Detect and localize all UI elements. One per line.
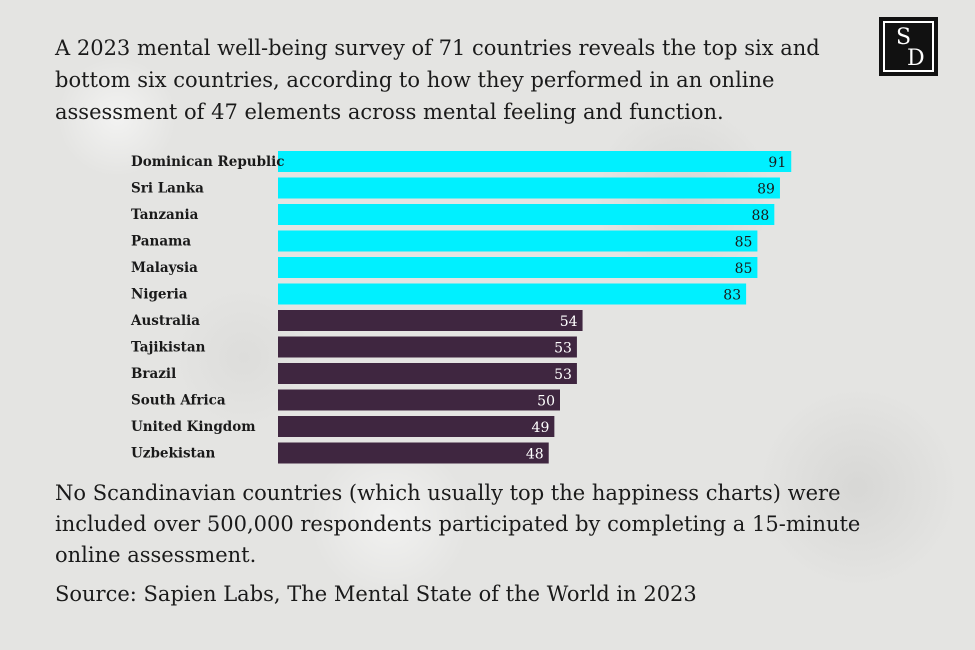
category-label: United Kingdom (131, 419, 256, 435)
value-label: 85 (735, 261, 753, 277)
value-label: 89 (757, 182, 775, 198)
category-label: Malaysia (131, 260, 198, 276)
bar-tajikistan (278, 336, 577, 358)
value-label: 50 (537, 394, 555, 410)
value-label: 49 (532, 420, 550, 436)
bar-dominican-republic (278, 151, 792, 172)
bar-tanzania (278, 204, 775, 225)
intro-text: A 2023 mental well-being survey of 71 co… (55, 36, 820, 124)
value-label: 88 (751, 208, 769, 224)
bar-south-africa (278, 389, 560, 411)
category-label: Panama (131, 234, 191, 250)
logo-letter-s: S (896, 25, 912, 50)
bar-brazil (278, 363, 577, 384)
value-label: 53 (554, 367, 572, 383)
bar-malaysia (278, 257, 758, 278)
bar-nigeria (278, 283, 747, 305)
category-label: Australia (130, 313, 200, 329)
category-label: South Africa (131, 393, 226, 409)
value-label: 85 (735, 235, 753, 251)
category-label: Tanzania (131, 207, 199, 223)
source-text: Source: Sapien Labs, The Mental State of… (55, 582, 697, 606)
note-text: No Scandinavian countries (which usually… (55, 481, 861, 567)
bar-chart: Dominican Republic 91 Sri Lanka 89 Tanzania 8… (130, 151, 792, 464)
bar-uzbekistan (278, 442, 549, 464)
category-label: Sri Lanka (131, 181, 204, 197)
value-label: 54 (560, 314, 578, 330)
value-label: 83 (723, 288, 741, 304)
logo-letter-d: D (907, 46, 925, 71)
category-label: Uzbekistan (131, 446, 216, 462)
category-label: Dominican Republic (131, 154, 285, 170)
value-label: 48 (526, 447, 544, 463)
category-label: Nigeria (131, 287, 188, 303)
bar-sri-lanka (278, 177, 780, 199)
bar-australia (278, 310, 583, 331)
bar-panama (278, 230, 758, 252)
category-label: Tajikistan (131, 340, 206, 356)
sd-logo: S D (879, 17, 938, 76)
category-label: Brazil (131, 366, 176, 382)
value-label: 91 (768, 155, 786, 171)
bar-united-kingdom (278, 416, 555, 437)
value-label: 53 (554, 341, 572, 357)
